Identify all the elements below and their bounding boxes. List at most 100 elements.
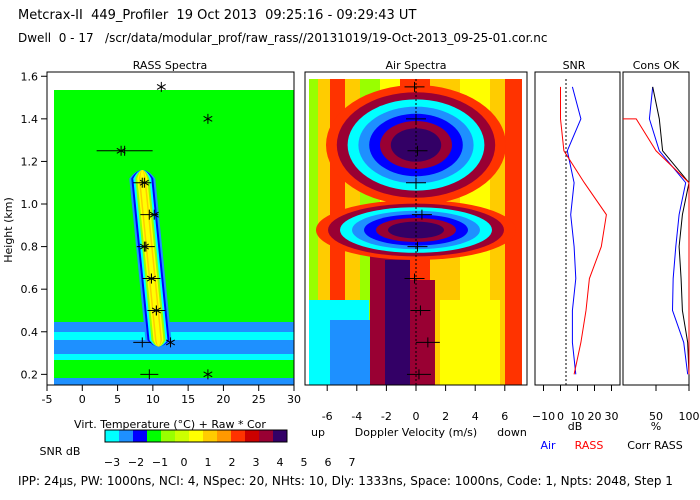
star-stroke (146, 275, 156, 282)
colorbar-swatch (147, 430, 161, 442)
raw-plus-marker (133, 337, 152, 348)
cor-star-marker (203, 113, 213, 124)
colorbar-swatch (119, 430, 133, 442)
legend-air: Air (540, 439, 556, 452)
rass-plume-contour (140, 169, 161, 347)
colorbar-tick-label: −2 (128, 456, 144, 469)
snr-x-tick-label: 20 (588, 410, 602, 423)
air-x-tick-label: -4 (351, 410, 362, 423)
air-peak-marker (410, 305, 431, 316)
star-stroke (165, 339, 176, 346)
air-peak-marker (411, 209, 432, 220)
star-stroke (203, 371, 213, 378)
x-tick-label: 25 (252, 393, 266, 406)
air-spectra-panel: -6 -4 -2 0 2 4 6 Air Spectra Doppler Velocity … (304, 59, 528, 439)
x-tick-label: 0 (79, 393, 86, 406)
footer-parameters: IPP: 24μs, PW: 1000ns, NCI: 4, NSpec: 20… (18, 474, 673, 488)
snr-title: SNR (563, 59, 586, 72)
rass-axes: -5 0 5 10 15 20 25 30 0.2 0.4 0.6 0.8 1.0 1.2 1.4 1.6 (21, 70, 302, 406)
cons-x-tick-label: 100 (679, 410, 700, 423)
air-peak-marker (406, 369, 431, 380)
colorbar-ticks: −3 −2 −1 0 1 2 3 4 5 6 7 (104, 456, 356, 469)
colorbar-swatch (245, 430, 259, 442)
colorbar-tick-label: 5 (301, 456, 308, 469)
air-axes: -6 -4 -2 0 2 4 6 (322, 385, 508, 423)
air-x-tick-label: 6 (501, 410, 508, 423)
snr-series-rass (560, 86, 607, 375)
colorbar-swatch (161, 430, 175, 442)
cons-ok-panel: 50 100 Cons OK % (622, 59, 700, 433)
star-stroke (149, 211, 159, 218)
cons-axes: 50 100 (649, 385, 700, 423)
rass-band (54, 354, 294, 360)
cor-star-marker (151, 305, 161, 316)
star-stroke (139, 243, 149, 250)
colorbar-swatch (259, 430, 273, 442)
cons-series-air (648, 86, 689, 375)
y-tick-label: 1.6 (21, 70, 39, 83)
y-tick-label: 0.2 (21, 368, 39, 381)
snr-x-tick-label: −10 (532, 410, 555, 423)
air-peak-marker (404, 81, 425, 92)
air-peak-marker (407, 145, 428, 156)
star-stroke (156, 83, 166, 90)
line-legend: Air RASS Corr RASS (540, 439, 682, 452)
snr-x-tick-label: 10 (571, 410, 585, 423)
cor-star-marker (203, 369, 213, 380)
x-tick-label: 5 (114, 393, 121, 406)
air-x-tick-label: -6 (322, 410, 333, 423)
cons-xlabel: % (651, 420, 661, 433)
air-region (440, 300, 500, 385)
star-stroke (116, 147, 126, 154)
cor-star-marker (156, 81, 166, 92)
header-title: Metcrax-II 449_Profiler 19 Oct 2013 09:2… (18, 8, 417, 23)
x-tick-label: 15 (181, 393, 195, 406)
raw-plus-marker (140, 209, 159, 220)
colorbar-tick-label: 0 (181, 456, 188, 469)
rass-xlabel: Virt. Temperature (°C) + Raw * Cor (74, 418, 266, 431)
cor-star-marker (146, 273, 156, 284)
y-tick-label: 1.2 (21, 155, 39, 168)
colorbar-tick-label: 2 (229, 456, 236, 469)
cor-star-marker (139, 241, 149, 252)
cor-star-marker (116, 145, 126, 156)
rass-spectra-panel: -5 0 5 10 15 20 25 30 0.2 0.4 0.6 0.8 1.0 1.2 1.4 1.6 R… (2, 59, 301, 431)
air-heatmap (309, 79, 522, 385)
legend-rass: RASS (575, 439, 604, 452)
cons-series-rass (623, 118, 690, 375)
colorbar-swatches (104, 429, 288, 443)
rass-band (54, 360, 294, 378)
y-tick-label: 0.8 (21, 241, 39, 254)
air-x-tick-label: -2 (381, 410, 392, 423)
air-x-tick-label: 2 (442, 410, 449, 423)
x-tick-label: 30 (287, 393, 301, 406)
y-tick-label: 1.0 (21, 198, 39, 211)
rass-heatmap (54, 90, 294, 385)
colorbar-tick-label: −3 (104, 456, 120, 469)
snr-lines (560, 86, 607, 375)
star-stroke (203, 115, 213, 122)
snr-series-air (566, 86, 582, 375)
colorbar-tick-label: 4 (277, 456, 284, 469)
air-middle-ring (388, 221, 444, 239)
colorbar-label: SNR dB (40, 445, 81, 458)
rass-band (54, 332, 294, 340)
air-x-tick-label: 0 (413, 410, 420, 423)
snr-x-tick-label: 0 (557, 410, 564, 423)
rass-band (54, 322, 294, 332)
snr-x-tick-label: 30 (605, 410, 619, 423)
snr-colorbar: SNR dB −3 −2 −1 0 1 2 3 4 5 6 7 (40, 429, 356, 469)
snr-frame (534, 71, 621, 386)
colorbar-swatch (105, 430, 119, 442)
legend-corr-rass: Corr RASS (627, 439, 682, 452)
air-region (385, 260, 410, 385)
colorbar-tick-label: 7 (349, 456, 356, 469)
star-stroke (151, 307, 161, 314)
x-tick-label: 20 (216, 393, 230, 406)
raw-plus-marker (140, 369, 159, 380)
air-up-label: up (311, 426, 325, 439)
air-peak-marker (415, 337, 440, 348)
cons-x-tick-label: 50 (649, 410, 663, 423)
cons-lines (623, 86, 690, 375)
